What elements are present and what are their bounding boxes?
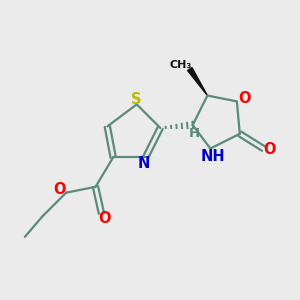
Text: N: N <box>138 156 150 171</box>
Text: NH: NH <box>201 149 226 164</box>
Text: O: O <box>53 182 66 197</box>
Text: H: H <box>189 127 200 140</box>
Text: CH₃: CH₃ <box>170 60 192 70</box>
Text: O: O <box>99 211 111 226</box>
Text: O: O <box>238 91 250 106</box>
Polygon shape <box>188 68 207 95</box>
Text: O: O <box>263 142 275 158</box>
Text: S: S <box>131 92 142 106</box>
